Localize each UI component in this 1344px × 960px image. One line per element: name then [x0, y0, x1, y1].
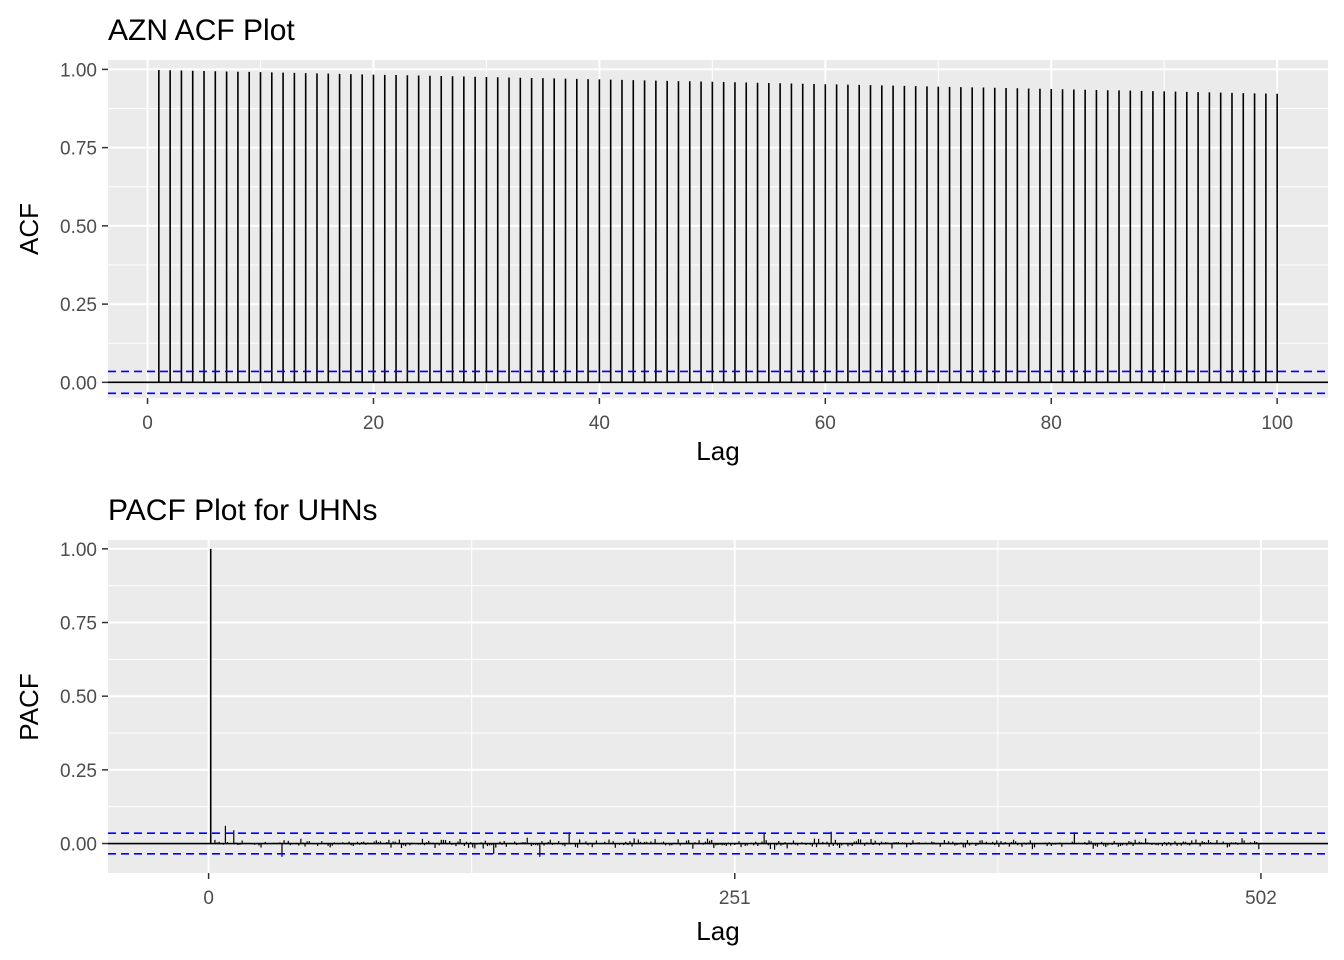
y-tick-label: 0.75: [60, 614, 97, 635]
pacf-x-axis-title: Lag: [696, 916, 739, 946]
y-tick-label: 0.25: [60, 295, 97, 316]
acf-chart-title: AZN ACF Plot: [108, 14, 295, 47]
pacf-grid: [108, 540, 1328, 873]
y-tick-label: 1.00: [60, 540, 97, 561]
pacf-x-axis: 0 251 502: [203, 873, 1277, 909]
x-tick-label: 60: [815, 413, 836, 434]
acf-reference-lines: [108, 370, 1328, 395]
acf-y-axis: 0.00 0.25 0.50 0.75 1.00: [60, 60, 108, 394]
pacf-chart: PACF Plot for UHNs 0.000.250.500.751.00 …: [14, 494, 1328, 946]
y-tick-label: 0.25: [60, 761, 97, 782]
pacf-chart-title: PACF Plot for UHNs: [108, 494, 378, 527]
acf-chart: AZN ACF Plot 0.00 0.25 0.50 0.75 1.00 0 20 40 6…: [14, 14, 1328, 466]
x-tick-label: 20: [363, 413, 384, 434]
x-tick-label: 502: [1245, 888, 1277, 909]
acf-x-axis: 0 20 40 60 80 100: [142, 398, 1293, 434]
y-tick-label: 0.00: [60, 835, 97, 856]
x-tick-label: 100: [1261, 413, 1293, 434]
acf-panel-background: [108, 60, 1328, 398]
pacf-y-axis: 0.00 0.25 0.50 0.75 1.00: [60, 540, 108, 856]
acf-stems: [158, 70, 1278, 383]
y-tick-label: 0.50: [60, 687, 97, 708]
acf-x-axis-title: Lag: [696, 436, 739, 466]
acf-y-axis-title: ACF: [14, 203, 44, 255]
pacf-panel-background: [108, 540, 1328, 873]
x-tick-label: 0: [142, 413, 153, 434]
x-tick-label: 251: [719, 888, 751, 909]
y-tick-label: 0.50: [60, 217, 97, 238]
y-tick-label: 1.00: [60, 60, 97, 81]
y-tick-label: 0.00: [60, 373, 97, 394]
pacf-y-axis-title: PACF: [14, 673, 44, 740]
x-tick-label: 0: [203, 888, 214, 909]
y-tick-label: 0.75: [60, 139, 97, 160]
x-tick-label: 40: [589, 413, 610, 434]
pacf-reference-lines: [108, 832, 1328, 855]
x-tick-label: 80: [1041, 413, 1062, 434]
